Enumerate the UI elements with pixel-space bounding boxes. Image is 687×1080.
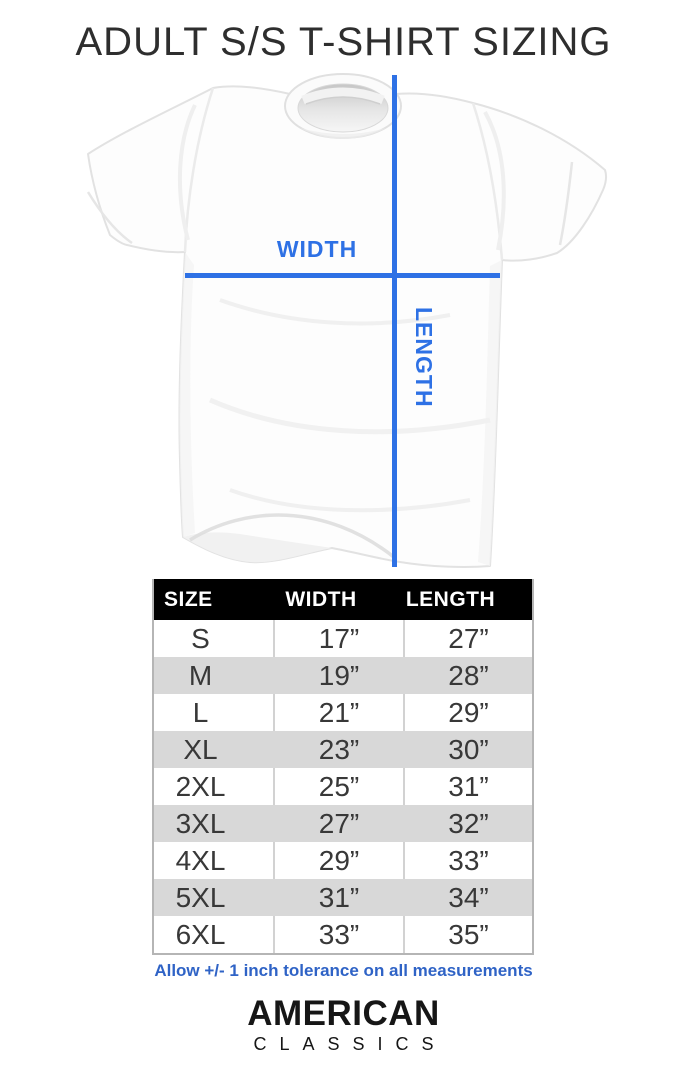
size-cell: L (192, 696, 209, 728)
length-cell: 28” (448, 659, 489, 691)
length-label: LENGTH (411, 307, 437, 408)
width-cell: 21” (273, 694, 403, 731)
length-cell: 32” (448, 807, 489, 839)
brand-name-primary: AMERICAN (247, 994, 440, 1033)
table-row: 2XL 25” 31” (154, 768, 532, 805)
length-measure-line (392, 75, 397, 567)
length-cell: 29” (403, 694, 532, 731)
tshirt-wrinkles (177, 104, 506, 513)
width-cell: 27” (318, 807, 360, 839)
length-cell: 33” (403, 842, 532, 879)
table-row: XL 23” 30” (154, 731, 532, 768)
tshirt-image (86, 73, 608, 568)
width-cell: 23” (318, 733, 360, 765)
table-row: 4XL 29” 33” (154, 842, 532, 879)
tshirt-diagram: WIDTH LENGTH (70, 70, 620, 575)
table-header-row: SIZE WIDTH LENGTH (154, 579, 532, 620)
size-cell: 2XL (175, 770, 226, 802)
tolerance-note: Allow +/- 1 inch tolerance on all measur… (154, 961, 533, 980)
brand-name-secondary: CLASSICS (253, 1034, 447, 1054)
size-table: SIZE WIDTH LENGTH S 17” 27” M 19” 28” L … (152, 579, 534, 955)
width-measure-line (185, 273, 500, 278)
length-cell: 27” (403, 620, 532, 657)
brand-logo: AMERICAN CLASSICS (0, 996, 687, 1053)
size-cell: 4XL (175, 844, 226, 876)
header-width: WIDTH (273, 579, 403, 620)
table-row: 3XL 27” 32” (154, 805, 532, 842)
tshirt-body (87, 85, 608, 568)
table-row: M 19” 28” (154, 657, 532, 694)
size-cell: 5XL (175, 881, 226, 913)
size-cell: XL (183, 733, 218, 765)
width-cell: 25” (273, 768, 403, 805)
table-row: 5XL 31” 34” (154, 879, 532, 916)
size-cell: 3XL (175, 807, 226, 839)
page-title: ADULT S/S T-SHIRT SIZING (75, 20, 612, 64)
width-cell: 29” (273, 842, 403, 879)
table-row: S 17” 27” (154, 620, 532, 657)
length-cell: 35” (403, 916, 532, 953)
width-cell: 33” (273, 916, 403, 953)
length-cell: 34” (448, 881, 489, 913)
width-cell: 17” (273, 620, 403, 657)
size-cell: M (188, 659, 213, 691)
width-cell: 31” (318, 881, 360, 913)
length-cell: 31” (403, 768, 532, 805)
size-cell: S (191, 622, 210, 654)
table-row: L 21” 29” (154, 694, 532, 731)
width-cell: 19” (318, 659, 360, 691)
header-length: LENGTH (403, 579, 532, 620)
width-label: WIDTH (276, 236, 358, 262)
table-row: 6XL 33” 35” (154, 916, 532, 953)
header-size: SIZE (154, 579, 273, 620)
length-cell: 30” (448, 733, 489, 765)
tshirt-collar (284, 73, 402, 139)
size-cell: 6XL (175, 918, 226, 950)
